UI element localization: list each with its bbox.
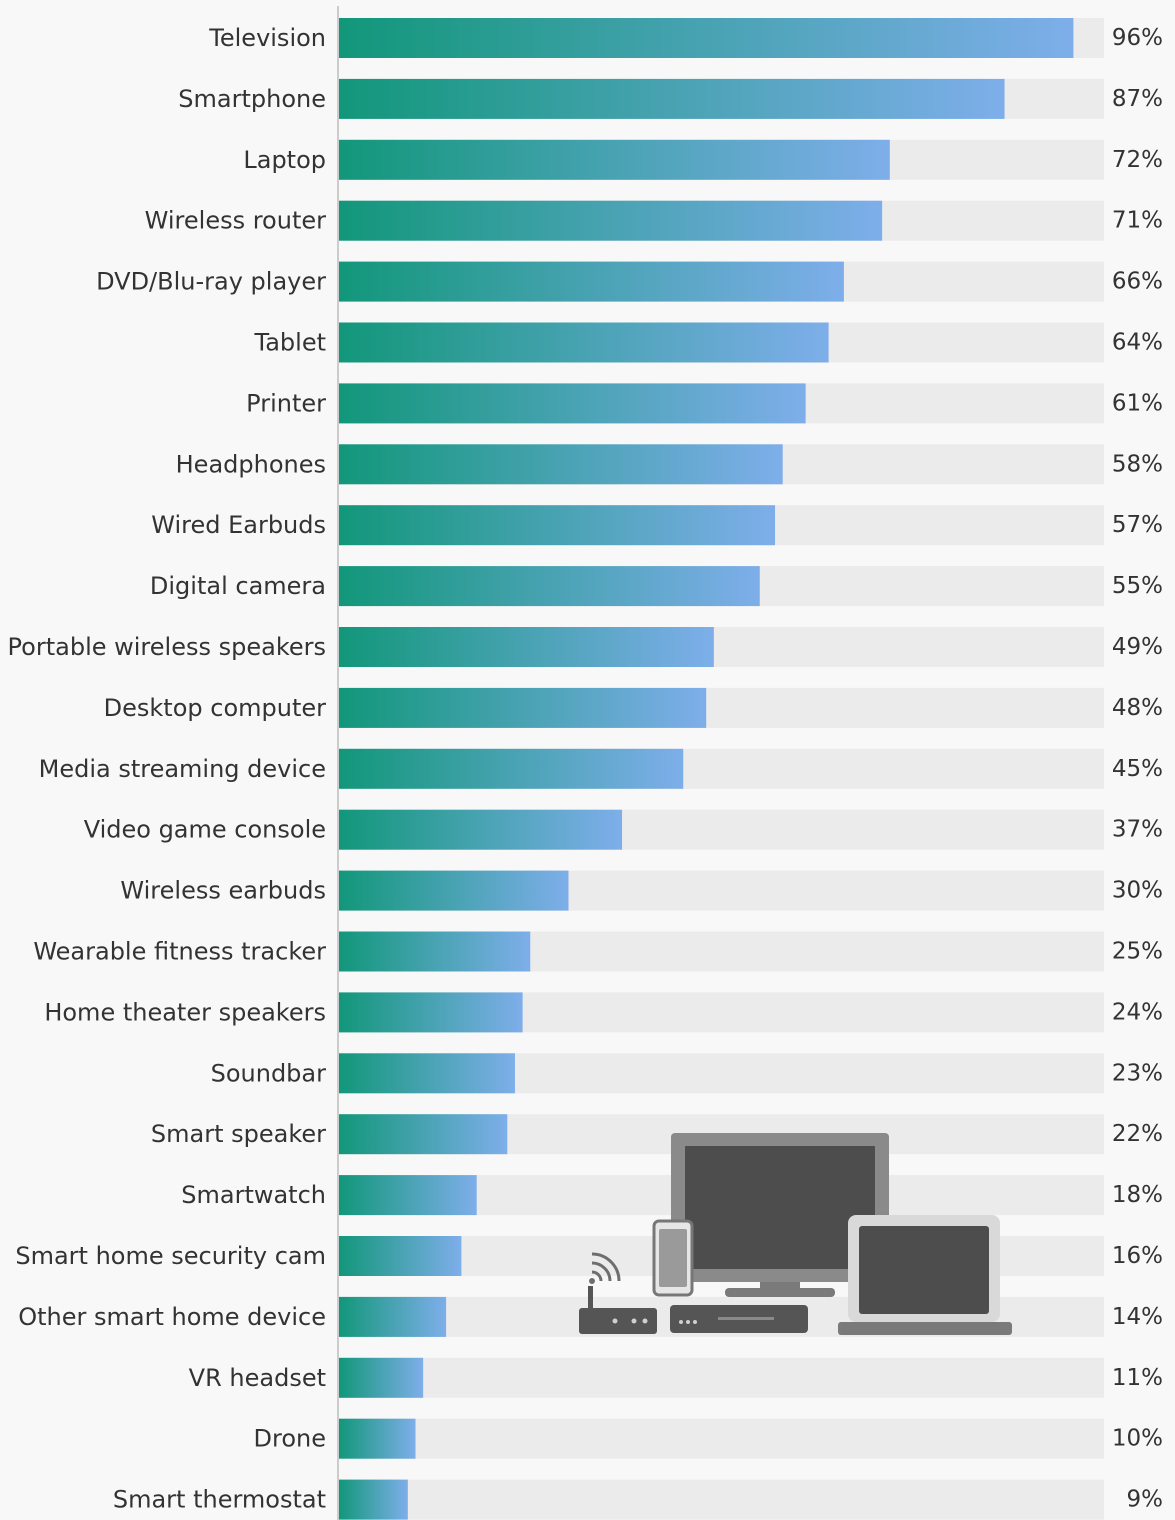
category-label: Media streaming device <box>39 755 326 783</box>
set-top-box-icon <box>670 1305 808 1333</box>
bar-24 <box>339 1479 408 1520</box>
value-label: 9% <box>1127 1487 1164 1513</box>
category-labels: Television Smartphone Laptop Wireless route… <box>8 24 327 1514</box>
bar-11 <box>339 687 707 728</box>
router-icon <box>579 1286 657 1334</box>
value-label: 57% <box>1112 512 1163 538</box>
bar-4 <box>339 261 844 302</box>
category-label: Drone <box>254 1425 326 1453</box>
category-label: Headphones <box>176 450 326 478</box>
category-label: Wireless router <box>145 207 326 235</box>
bar-3 <box>339 200 883 241</box>
bar-22 <box>339 1357 424 1398</box>
bars <box>339 18 1074 1520</box>
wifi-icon <box>589 1252 621 1284</box>
value-label: 64% <box>1112 330 1163 356</box>
bar-track <box>339 1418 1104 1459</box>
bar-14 <box>339 870 569 911</box>
category-label: Home theater speakers <box>44 998 326 1026</box>
value-label: 22% <box>1112 1121 1163 1147</box>
bar-10 <box>339 627 714 667</box>
value-label: 30% <box>1112 878 1163 904</box>
value-label: 96% <box>1112 25 1163 51</box>
category-label: Television <box>208 24 326 52</box>
bar-2 <box>339 139 890 180</box>
category-label: Digital camera <box>150 572 326 600</box>
bar-21 <box>339 1296 447 1337</box>
value-label: 55% <box>1112 573 1163 599</box>
category-label: Smart speaker <box>151 1120 326 1148</box>
value-label: 71% <box>1112 208 1163 234</box>
category-label: DVD/Blu-ray player <box>96 268 326 296</box>
phone-icon <box>652 1219 694 1297</box>
bar-18 <box>339 1114 508 1155</box>
category-label: Wireless earbuds <box>120 877 326 905</box>
category-label: Desktop computer <box>104 694 326 722</box>
value-label: 18% <box>1112 1182 1163 1208</box>
bar-17 <box>339 1053 515 1094</box>
value-labels: 96% 87% 72% 71% 66% 64% 61% 58% 57% 55% 49% 48% 45% 3… <box>1112 25 1163 1513</box>
value-label: 48% <box>1112 695 1163 721</box>
value-label: 61% <box>1112 390 1163 416</box>
value-label: 58% <box>1112 451 1163 477</box>
value-label: 11% <box>1112 1365 1163 1391</box>
category-label: Tablet <box>254 329 326 357</box>
category-label: Laptop <box>243 146 326 174</box>
category-label: Printer <box>246 389 326 417</box>
value-label: 10% <box>1112 1426 1163 1452</box>
laptop-icon <box>838 1215 1012 1335</box>
bar-16 <box>339 992 523 1033</box>
bar-5 <box>339 322 829 363</box>
bar-track <box>339 1357 1104 1398</box>
value-label: 49% <box>1112 634 1163 660</box>
value-label: 25% <box>1112 939 1163 965</box>
category-label: Wired Earbuds <box>151 511 326 539</box>
bar-1 <box>339 78 1005 119</box>
bar-9 <box>339 566 760 607</box>
bar-15 <box>339 931 531 972</box>
value-label: 23% <box>1112 1060 1163 1086</box>
bar-track <box>339 1479 1104 1520</box>
value-label: 45% <box>1112 756 1163 782</box>
category-label: Soundbar <box>211 1059 327 1087</box>
category-label: VR headset <box>189 1364 326 1392</box>
value-label: 66% <box>1112 269 1163 295</box>
value-label: 24% <box>1112 999 1163 1025</box>
value-label: 87% <box>1112 86 1163 112</box>
category-label: Smart thermostat <box>113 1486 326 1514</box>
value-label: 14% <box>1112 1304 1163 1330</box>
monitor-icon <box>671 1133 889 1297</box>
bar-0 <box>339 18 1074 58</box>
bar-20 <box>339 1236 462 1276</box>
category-label: Smartwatch <box>181 1181 326 1209</box>
bar-6 <box>339 383 806 424</box>
category-label: Wearable fitness tracker <box>33 938 326 966</box>
bar-8 <box>339 505 776 546</box>
value-label: 37% <box>1112 817 1163 843</box>
bar-7 <box>339 444 783 485</box>
category-label: Portable wireless speakers <box>8 633 326 661</box>
category-label: Video game console <box>84 816 326 844</box>
bar-12 <box>339 748 684 789</box>
bar-13 <box>339 809 623 850</box>
category-label: Other smart home device <box>18 1303 326 1331</box>
category-label: Smart home security cam <box>15 1242 326 1270</box>
value-label: 16% <box>1112 1243 1163 1269</box>
bar-23 <box>339 1418 416 1459</box>
devices-illustration-icon <box>579 1133 1012 1335</box>
value-label: 72% <box>1112 147 1163 173</box>
category-label: Smartphone <box>178 85 326 113</box>
bar-19 <box>339 1175 477 1216</box>
